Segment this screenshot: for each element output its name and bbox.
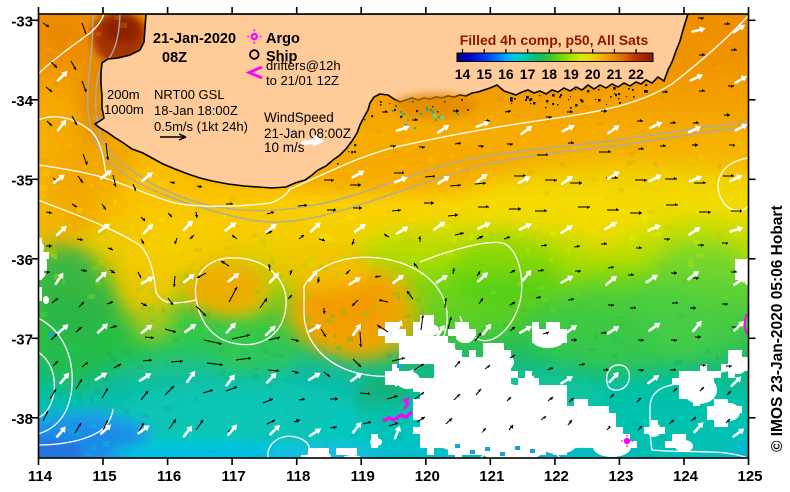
svg-text:125: 125 bbox=[737, 468, 762, 485]
svg-text:17: 17 bbox=[520, 66, 536, 82]
svg-text:21-Jan 08:00Z: 21-Jan 08:00Z bbox=[264, 126, 351, 141]
svg-text:-34: -34 bbox=[11, 93, 33, 110]
svg-text:0.5m/s (1kt 24h): 0.5m/s (1kt 24h) bbox=[154, 119, 248, 134]
svg-text:120: 120 bbox=[415, 468, 440, 485]
svg-text:-36: -36 bbox=[11, 252, 33, 269]
svg-text:08Z: 08Z bbox=[162, 50, 187, 66]
svg-text:NRT00 GSL: NRT00 GSL bbox=[154, 87, 225, 102]
svg-text:© IMOS 23-Jan-2020 05:06 Hobar: © IMOS 23-Jan-2020 05:06 Hobart bbox=[769, 205, 786, 452]
svg-text:to 21/01 12Z: to 21/01 12Z bbox=[266, 73, 339, 88]
svg-text:22: 22 bbox=[628, 66, 644, 82]
svg-text:15: 15 bbox=[476, 66, 492, 82]
svg-text:124: 124 bbox=[673, 468, 699, 485]
svg-text:20: 20 bbox=[585, 66, 601, 82]
svg-text:121: 121 bbox=[479, 468, 504, 485]
svg-text:114: 114 bbox=[28, 468, 53, 485]
svg-text:116: 116 bbox=[157, 468, 181, 485]
svg-text:21-Jan-2020: 21-Jan-2020 bbox=[153, 31, 236, 47]
svg-text:117: 117 bbox=[221, 468, 245, 485]
svg-text:200m: 200m bbox=[107, 87, 140, 102]
svg-text:119: 119 bbox=[351, 468, 375, 485]
svg-text:118: 118 bbox=[286, 468, 310, 485]
svg-text:Filled 4h comp, p50, All Sats: Filled 4h comp, p50, All Sats bbox=[460, 32, 649, 48]
svg-text:10 m/s: 10 m/s bbox=[264, 140, 305, 155]
svg-text:WindSpeed: WindSpeed bbox=[264, 110, 334, 125]
svg-text:14: 14 bbox=[455, 66, 471, 82]
svg-text:115: 115 bbox=[92, 468, 116, 485]
svg-text:16: 16 bbox=[498, 66, 514, 82]
svg-text:Ship: Ship bbox=[266, 49, 298, 65]
svg-text:-37: -37 bbox=[11, 331, 33, 348]
svg-text:19: 19 bbox=[563, 66, 579, 82]
svg-text:-35: -35 bbox=[11, 172, 33, 189]
svg-text:-33: -33 bbox=[11, 13, 33, 30]
svg-text:123: 123 bbox=[608, 468, 633, 485]
svg-text:18: 18 bbox=[542, 66, 558, 82]
svg-text:Argo: Argo bbox=[266, 31, 300, 47]
svg-text:-38: -38 bbox=[11, 411, 33, 428]
svg-text:1000m: 1000m bbox=[104, 102, 144, 117]
svg-text:122: 122 bbox=[544, 468, 569, 485]
svg-text:21: 21 bbox=[607, 66, 623, 82]
svg-text:18-Jan 18:00Z: 18-Jan 18:00Z bbox=[154, 103, 238, 118]
svg-text:drifters@12h: drifters@12h bbox=[266, 58, 341, 73]
